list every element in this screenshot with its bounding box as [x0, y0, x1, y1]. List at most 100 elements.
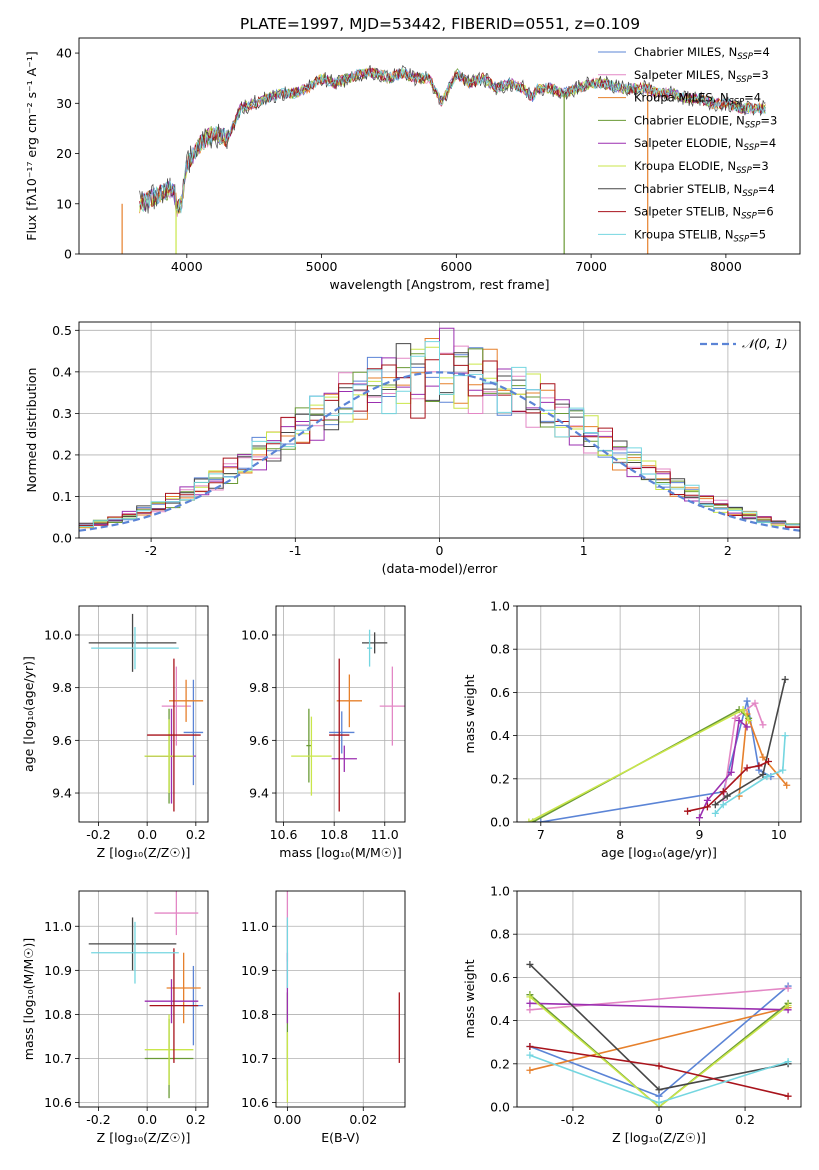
- weight-line: [529, 1006, 789, 1072]
- y-tick-label: 11.0: [241, 919, 269, 934]
- weight-marker: [745, 716, 753, 724]
- legend-entry: Kroupa ELODIE, NSSP=3: [634, 159, 769, 176]
- plot-area: [88, 891, 204, 1099]
- y-tick-label: 9.8: [249, 680, 269, 695]
- weight-marker: [526, 999, 534, 1007]
- axes-frame: 0.00 0.02 10.6 10.7 10.8 10.9 11.0 E(B-V): [241, 890, 406, 1145]
- axes-border: [78, 890, 209, 1108]
- legend-entry: Salpeter ELODIE, NSSP=4: [634, 136, 776, 153]
- error-bar-point: [329, 711, 355, 754]
- y-tick-label: 10.0: [44, 627, 72, 642]
- y-tick-label: 10: [56, 196, 72, 211]
- weight-marker: [735, 716, 743, 724]
- weight-marker: [743, 723, 751, 731]
- weight-marker: [763, 773, 771, 781]
- weight-marker: [759, 753, 767, 761]
- weight-marker: [526, 1066, 534, 1074]
- error-bar-point: [88, 613, 177, 672]
- weight-marker: [759, 721, 767, 729]
- y-tick-label: 0.0: [490, 1100, 510, 1115]
- x-tick-label: 0.2: [186, 1112, 206, 1127]
- x-tick-label: 0.00: [273, 1112, 301, 1127]
- axes-mass_weight_vs_Z: -0.2 0 0.2 0.0 0.2 0.4 0.6 0.8 1.0 Z [log₁₀(Z/Z☉)…: [462, 884, 802, 1145]
- weight-marker: [759, 770, 767, 778]
- weight-marker: [784, 984, 792, 992]
- weight-line: [529, 996, 789, 1107]
- x-tick-label: 10: [771, 827, 787, 842]
- error-bar-point: [379, 666, 405, 746]
- figure-title: PLATE=1997, MJD=53442, FIBERID=0551, z=0…: [240, 15, 640, 33]
- x-tick-label: 0: [655, 1112, 663, 1127]
- plot-area: [525, 675, 791, 822]
- x-tick-label: 10.6: [270, 827, 298, 842]
- y-tick-label: 11.0: [44, 919, 72, 934]
- axes-mass_vs_ebv: 0.00 0.02 10.6 10.7 10.8 10.9 11.0 E(B-V): [241, 890, 406, 1145]
- y-tick-label: 9.6: [52, 733, 72, 748]
- y-tick-label: 0.6: [490, 685, 510, 700]
- y-tick-label: 0.5: [52, 323, 72, 338]
- weight-marker: [526, 1006, 534, 1014]
- error-bar-point: [367, 629, 373, 667]
- legend-entry: Kroupa STELIB, NSSP=5: [634, 227, 766, 244]
- weight-marker: [784, 1092, 792, 1100]
- weight-marker: [723, 792, 731, 800]
- weight-line: [714, 679, 786, 806]
- weight-line: [738, 713, 788, 797]
- y-tick-label: 10.6: [44, 1095, 72, 1110]
- spectrum-line: [139, 68, 766, 214]
- y-tick-label: 0.4: [490, 728, 510, 743]
- x-tick-label: 9: [695, 827, 703, 842]
- spectrum-legend: Chabrier MILES, NSSP=4 Salpeter MILES, NS…: [598, 45, 777, 244]
- y-axis-label: Normed distribution: [24, 368, 39, 493]
- axes-border: [275, 890, 406, 1108]
- axes-border: [516, 605, 802, 823]
- legend-entry: Salpeter MILES, NSSP=3: [634, 68, 769, 85]
- y-tick-label: 0.6: [490, 970, 510, 985]
- plot-area: [526, 960, 792, 1107]
- weight-line: [540, 700, 772, 822]
- legend-entry: Chabrier MILES, NSSP=4: [634, 45, 770, 62]
- axes-frame: -0.2 0.0 0.2 10.6 10.7 10.8 10.9 11.0 Z [log₁₀(Z…: [21, 890, 209, 1145]
- y-tick-label: 10.7: [241, 1051, 269, 1066]
- axes-border: [78, 37, 801, 255]
- x-axis-label: age [log₁₀(age/yr)]: [601, 845, 717, 860]
- error-bar-point: [147, 658, 201, 812]
- weight-marker: [779, 766, 787, 774]
- weight-line: [529, 1002, 789, 1011]
- x-tick-label: -0.2: [86, 1112, 110, 1127]
- x-tick-label: 0.02: [349, 1112, 377, 1127]
- weight-marker: [731, 714, 739, 722]
- x-tick-label: 2: [724, 543, 732, 558]
- legend-entry: Salpeter STELIB, NSSP=6: [634, 205, 774, 222]
- y-tick-label: 9.6: [249, 733, 269, 748]
- x-tick-label: 8000: [710, 259, 742, 274]
- weight-line: [714, 735, 786, 814]
- plot-area: [286, 891, 400, 1103]
- y-tick-label: 10.7: [44, 1051, 72, 1066]
- y-tick-label: 20: [56, 146, 72, 161]
- x-tick-label: -2: [145, 543, 157, 558]
- weight-marker: [783, 781, 791, 789]
- x-tick-label: 0: [436, 543, 444, 558]
- y-tick-label: 0.0: [490, 815, 510, 830]
- x-tick-label: 1: [580, 543, 588, 558]
- axes-mass_weight_vs_age: 7 8 9 10 0.0 0.2 0.4 0.6 0.8 1.0 age [log₁₀(age/yr…: [462, 599, 802, 860]
- y-tick-label: 10.8: [44, 1007, 72, 1022]
- weight-marker: [784, 1001, 792, 1009]
- error-bar-point: [336, 674, 362, 728]
- weight-marker: [743, 697, 751, 705]
- x-axis-label: mass [log₁₀(M/M☉)]: [279, 845, 401, 860]
- error-bar-point: [362, 632, 388, 654]
- weight-line: [529, 994, 789, 1107]
- y-tick-label: 30: [56, 96, 72, 111]
- weight-marker: [781, 675, 789, 683]
- y-tick-label: 1.0: [490, 599, 510, 614]
- x-tick-label: 0.0: [137, 827, 157, 842]
- weight-marker: [764, 758, 772, 766]
- normal-curve: [79, 371, 800, 532]
- weight-marker: [743, 764, 751, 772]
- plot-area: [88, 613, 204, 812]
- plot-area: [121, 65, 766, 254]
- axes-spectrum: 4000 5000 6000 7000 8000 0 10 20 30 40 wavelength …: [24, 37, 801, 292]
